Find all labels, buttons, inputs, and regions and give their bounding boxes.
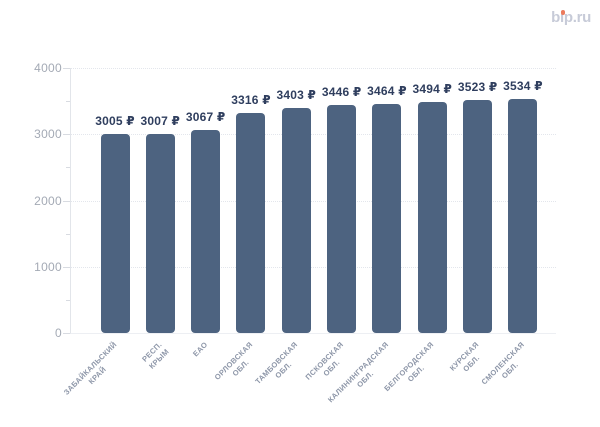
bar-1[interactable] [100,133,130,333]
bar-5[interactable] [281,107,311,333]
y-axis-tick-label-3000: 3000 [34,127,62,142]
gridline-4000 [71,68,556,69]
bar-value-label-6: 3446 ₽ [321,84,362,99]
bar-value-label-10: 3534 ₽ [503,78,543,93]
bar-value-label-8: 3494 ₽ [412,81,453,96]
bar-value-label-2: 3007 ₽ [140,113,181,128]
x-category-label-1: ЗАБАЙКАЛЬСКИЙ КРАЙ [61,340,119,397]
bar-10[interactable] [508,98,538,333]
y-axis-tick-label-0: 0 [55,326,62,340]
bar-2[interactable] [145,133,175,333]
x-category-label-5: ТАМБОВСКАЯ ОБЛ. [253,340,300,386]
bar-value-label-9: 3523 ₽ [457,79,498,94]
bar-7[interactable] [372,103,402,333]
bar-3[interactable] [191,129,221,333]
x-category-label-3: ЕАО [190,340,210,359]
y-axis-tick-label-4000: 4000 [34,61,62,75]
bar-4[interactable] [236,113,266,333]
bip-ru-logo-text: bip.ru [551,9,591,26]
bar-value-label-5: 3403 ₽ [276,87,317,102]
gridline-1000 [71,266,556,268]
x-category-label-2: РЕСП. КРЫМ [140,340,171,371]
y-axis-tick-3500 [66,101,70,103]
bar-8[interactable] [417,101,447,333]
y-axis-tick-label-1000: 1000 [34,259,62,274]
x-category-label-10: СМОЛЕНСКАЯ ОБЛ. [479,340,527,387]
y-axis-tick-4000 [63,68,70,69]
x-category-label-9: КУРСКАЯ ОБЛ. [448,340,482,374]
y-axis-tick-1000 [63,266,70,268]
logo-i-dot [560,10,565,15]
bip-ru-logo[interactable]: bip.ru [551,9,591,27]
bar-value-label-3: 3067 ₽ [185,109,226,124]
y-axis-tick-500 [66,299,70,301]
plot-area: 3005 ₽ 3007 ₽ 3067 ₽ 3316 ₽ 3403 ₽ 3446 ₽ 3464… [70,68,556,334]
x-category-label-4: ОРЛОВСКАЯ ОБЛ. [212,340,255,382]
bar-value-label-1: 3005 ₽ [95,113,135,128]
y-axis-tick-3000 [63,134,70,136]
y-axis-tick-1500 [66,233,70,235]
y-axis-tick-2500 [66,167,70,169]
bar-value-label-4: 3316 ₽ [231,93,271,108]
y-axis-tick-2000 [63,200,70,202]
y-axis-tick-0 [63,333,70,334]
bar-value-label-7: 3464 ₽ [367,83,407,98]
gridline-3000 [71,134,556,136]
y-axis-tick-label-2000: 2000 [34,193,62,208]
gridline-2000 [71,200,556,202]
bar-6[interactable] [327,104,357,333]
bar-9[interactable] [463,99,493,333]
